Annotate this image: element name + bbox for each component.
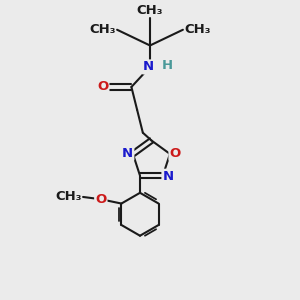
Text: CH₃: CH₃ [137,4,163,17]
Text: N: N [163,170,174,183]
Text: O: O [97,80,108,94]
Text: H: H [162,59,173,72]
Text: O: O [95,193,106,206]
Text: CH₃: CH₃ [184,23,211,36]
Text: N: N [143,60,154,74]
Text: O: O [169,147,181,160]
Text: N: N [122,147,133,160]
Text: CH₃: CH₃ [89,23,116,36]
Text: CH₃: CH₃ [55,190,82,203]
